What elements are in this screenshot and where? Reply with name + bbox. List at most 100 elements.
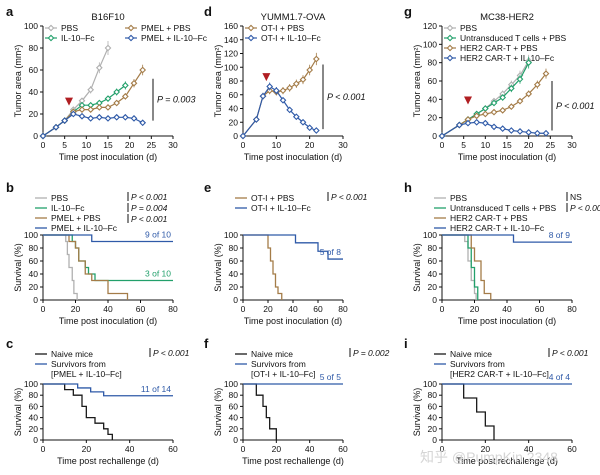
y-tick-label: 0 (233, 295, 238, 305)
data-point (499, 125, 507, 133)
x-tick-label: 0 (241, 140, 246, 150)
data-point (121, 82, 129, 89)
p-value-label: P = 0.003 (157, 95, 195, 105)
data-point (279, 87, 287, 95)
legend-label: [HER2 CAR-T + IL-10–Fc] (450, 369, 549, 379)
x-tick-label: 20 (305, 140, 315, 150)
panel-title: YUMM1.7-OVA (261, 12, 326, 23)
data-point (104, 115, 112, 122)
x-tick-label: 0 (440, 444, 445, 454)
y-tick-label: 60 (229, 256, 239, 266)
data-point (272, 87, 280, 95)
y-tick-label: 0 (33, 435, 38, 445)
data-point (299, 118, 307, 126)
x-tick-label: 20 (481, 444, 491, 454)
y-tick-label: 120 (224, 49, 238, 59)
y-tick-label: 80 (29, 390, 39, 400)
panel-d: d YUMM1.7-OVA 0 10 20 30 0 20 40 60 80 100 120 140 160… (204, 4, 365, 162)
panel-letter: g (404, 4, 412, 19)
data-point (306, 124, 314, 132)
y-tick-label: 100 (24, 379, 38, 389)
data-point (525, 59, 533, 67)
x-axis-label: Time post rechallenge (d) (242, 456, 344, 466)
y-tick-label: 40 (229, 269, 239, 279)
y-tick-label: 60 (29, 256, 39, 266)
y-tick-label: 0 (233, 435, 238, 445)
y-tick-label: 20 (29, 282, 39, 292)
data-point (121, 93, 129, 100)
count-label: 3 of 10 (145, 269, 171, 279)
panel-h: h 0 20 40 60 80 0 20 40 60 80 100 Time post inoculat… (404, 180, 600, 326)
panel-letter: d (204, 4, 212, 19)
count-label: 11 of 14 (141, 384, 171, 394)
legend-label: Survivors from (251, 359, 306, 369)
y-tick-label: 0 (233, 131, 238, 141)
x-axis-label: Time post inoculation (d) (59, 152, 157, 162)
x-tick-label: 40 (524, 444, 534, 454)
data-point (113, 99, 121, 107)
data-point (121, 113, 129, 121)
count-label: 4 of 4 (549, 372, 571, 382)
survival-curve (243, 383, 277, 440)
x-tick-label: 20 (263, 304, 273, 314)
data-point (266, 83, 274, 90)
survival-curve (442, 234, 572, 243)
count-label: 9 of 10 (145, 230, 171, 240)
y-tick-label: 100 (423, 230, 437, 240)
x-tick-label: 80 (168, 304, 178, 314)
y-tick-label: 40 (428, 94, 438, 104)
y-tick-label: 80 (428, 243, 438, 253)
y-tick-label: 80 (29, 43, 39, 53)
data-point (490, 99, 498, 107)
p-value-label: P < 0.001 (327, 92, 365, 102)
data-point (312, 127, 320, 134)
x-tick-label: 20 (470, 304, 480, 314)
data-point (52, 123, 60, 131)
legend-label: HER2 CAR-T + IL-10–Fc (460, 53, 555, 63)
y-axis-label: Tumor area (mm²) (412, 45, 422, 118)
x-tick-label: 30 (338, 140, 348, 150)
survival-curve (43, 234, 129, 300)
x-axis-label: Time post inoculation (d) (244, 152, 342, 162)
data-point (306, 66, 314, 74)
legend-label: Survivors from (51, 359, 106, 369)
y-axis-label: Survival (%) (412, 243, 422, 292)
data-point (516, 128, 524, 135)
y-tick-label: 100 (24, 21, 38, 31)
data-point (104, 104, 112, 111)
legend-label: OT-I + IL-10–Fc (261, 33, 322, 43)
data-point (95, 64, 103, 72)
data-point (279, 96, 287, 104)
y-tick-label: 80 (229, 390, 239, 400)
y-tick-label: 40 (428, 269, 438, 279)
data-point (113, 88, 121, 96)
legend-label: Survivors from (450, 359, 505, 369)
y-axis-label: Survival (%) (13, 243, 23, 292)
data-point (292, 80, 300, 88)
count-label: 8 of 9 (549, 230, 571, 240)
stat-label: P = 0.004 (131, 203, 168, 213)
x-tick-label: 60 (535, 304, 545, 314)
data-point (542, 129, 550, 137)
y-tick-label: 140 (224, 35, 238, 45)
y-tick-label: 20 (428, 282, 438, 292)
x-tick-label: 5 (461, 140, 466, 150)
data-point (87, 86, 95, 94)
y-tick-label: 0 (432, 295, 437, 305)
x-tick-label: 25 (147, 140, 157, 150)
count-label: 5 of 8 (320, 247, 342, 257)
y-tick-label: 80 (29, 243, 39, 253)
legend-marker (247, 34, 255, 42)
legend-marker (446, 34, 454, 42)
x-tick-label: 15 (502, 140, 512, 150)
survival-curve (43, 234, 173, 243)
x-tick-label: 0 (241, 304, 246, 314)
legend-label: Untransduced T cells + PBS (450, 203, 557, 213)
data-point (507, 127, 515, 134)
x-tick-label: 40 (103, 304, 113, 314)
data-point (39, 132, 47, 140)
data-point (78, 112, 86, 120)
data-point (87, 115, 95, 122)
legend-label: PBS (460, 23, 477, 33)
y-tick-label: 60 (428, 401, 438, 411)
